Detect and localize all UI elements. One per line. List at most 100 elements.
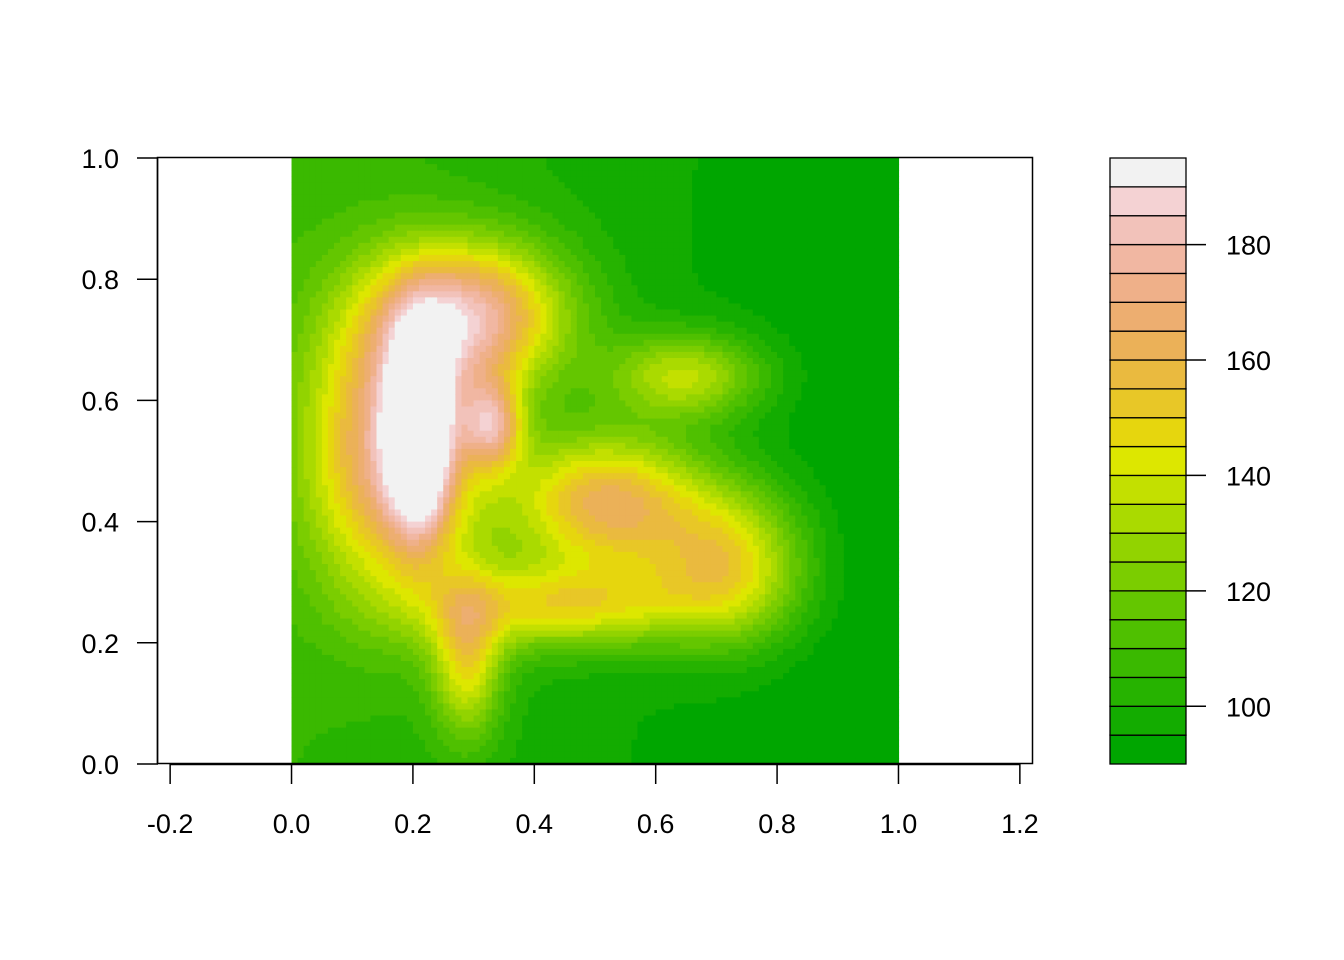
heat-cell bbox=[540, 285, 548, 292]
heat-cell bbox=[382, 570, 390, 577]
heat-cell bbox=[315, 642, 323, 650]
heat-cell bbox=[467, 721, 475, 729]
heat-cell bbox=[425, 557, 432, 565]
heat-cell bbox=[358, 642, 365, 650]
heat-cell bbox=[449, 418, 456, 426]
heat-cell bbox=[315, 673, 323, 680]
heat-cell bbox=[321, 636, 329, 644]
heat-cell bbox=[400, 485, 408, 492]
heat-cell bbox=[352, 297, 359, 305]
heat-cell bbox=[449, 564, 456, 571]
heat-cell bbox=[352, 648, 359, 656]
heat-cell bbox=[522, 509, 529, 517]
heat-cell bbox=[443, 739, 450, 747]
heat-cell bbox=[291, 164, 299, 171]
heat-cell bbox=[346, 448, 353, 456]
heat-cell bbox=[540, 527, 548, 535]
heat-cell bbox=[485, 273, 493, 280]
heat-cell bbox=[303, 667, 311, 674]
heat-cell bbox=[321, 600, 329, 608]
heat-cell bbox=[522, 188, 529, 195]
heat-cell bbox=[327, 188, 335, 195]
heat-cell bbox=[516, 467, 523, 474]
heat-cell bbox=[522, 382, 529, 389]
heat-cell bbox=[522, 539, 529, 547]
heat-cell bbox=[588, 454, 596, 462]
heat-cell bbox=[321, 564, 329, 571]
heat-cell bbox=[467, 170, 475, 177]
heat-cell bbox=[382, 612, 390, 620]
heat-cell bbox=[491, 733, 499, 741]
heat-cell bbox=[588, 485, 596, 492]
heat-cell bbox=[394, 327, 402, 335]
heat-cell bbox=[588, 248, 596, 256]
heat-cell bbox=[497, 200, 505, 208]
heat-cell bbox=[558, 454, 566, 462]
heat-cell bbox=[431, 333, 438, 341]
heat-cell bbox=[340, 485, 347, 492]
heat-cell bbox=[491, 697, 499, 704]
heat-cell bbox=[327, 467, 335, 474]
heat-cell bbox=[503, 273, 511, 280]
heat-cell bbox=[352, 333, 359, 341]
heat-cell bbox=[315, 345, 323, 353]
heat-cell bbox=[388, 279, 396, 286]
heat-cell bbox=[534, 406, 541, 414]
heat-cell bbox=[364, 206, 372, 214]
heat-cell bbox=[479, 279, 487, 286]
heat-cell bbox=[449, 588, 456, 595]
heat-cell bbox=[425, 606, 432, 614]
heat-cell bbox=[364, 667, 372, 674]
heat-cell bbox=[376, 624, 384, 632]
heat-cell bbox=[321, 327, 329, 335]
heat-cell bbox=[291, 406, 299, 414]
heat-cell bbox=[522, 551, 529, 559]
heat-cell bbox=[552, 691, 560, 698]
heat-cell bbox=[485, 200, 493, 208]
heat-cell bbox=[321, 739, 329, 747]
heat-cell bbox=[534, 303, 541, 311]
heat-cell bbox=[582, 273, 590, 280]
heat-cell bbox=[576, 570, 584, 577]
heat-cell bbox=[388, 364, 396, 371]
heat-cell bbox=[340, 315, 347, 323]
heat-cell bbox=[358, 757, 365, 765]
heat-cell bbox=[346, 660, 353, 668]
heat-cell bbox=[467, 297, 475, 305]
heat-cell bbox=[315, 630, 323, 638]
heat-cell bbox=[406, 479, 414, 486]
heat-cell bbox=[558, 418, 566, 426]
heat-cell bbox=[400, 527, 408, 535]
heat-cell bbox=[370, 691, 378, 698]
heat-cell bbox=[461, 570, 469, 577]
heat-cell bbox=[437, 588, 444, 595]
heat-cell bbox=[443, 727, 450, 735]
heat-cell bbox=[522, 745, 529, 753]
heat-cell bbox=[321, 491, 329, 498]
heat-cell bbox=[376, 436, 384, 444]
heat-cell bbox=[364, 242, 372, 250]
heat-cell bbox=[570, 594, 578, 601]
heat-cell bbox=[297, 206, 305, 214]
heat-cell bbox=[358, 685, 365, 692]
heat-cell bbox=[297, 218, 305, 226]
heat-cell bbox=[528, 600, 535, 608]
heat-cell bbox=[297, 673, 305, 680]
heat-cell bbox=[370, 576, 378, 583]
heat-cell bbox=[443, 424, 450, 432]
heat-cell bbox=[473, 170, 481, 177]
heat-cell bbox=[309, 412, 317, 420]
heat-cell bbox=[334, 600, 341, 608]
heat-cell bbox=[576, 606, 584, 614]
heat-cell bbox=[497, 624, 505, 632]
heat-cell bbox=[340, 697, 347, 704]
heat-cell bbox=[546, 630, 554, 638]
heat-cell bbox=[334, 485, 341, 492]
heat-cell bbox=[491, 545, 499, 553]
heat-cell bbox=[576, 170, 584, 177]
heat-cell bbox=[346, 527, 353, 535]
heat-cell bbox=[400, 491, 408, 498]
heat-cell bbox=[522, 430, 529, 438]
heat-cell bbox=[546, 715, 554, 723]
heat-cell bbox=[546, 576, 554, 583]
